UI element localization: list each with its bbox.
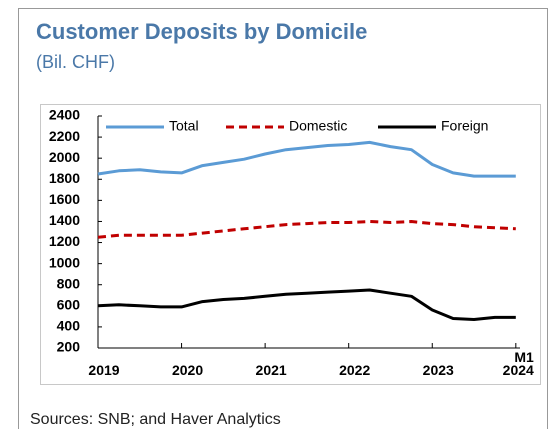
chart-subtitle: (Bil. CHF) [36, 52, 115, 72]
x-tick-label: 2019 [88, 362, 120, 378]
x-tick-label: 2020 [171, 362, 204, 378]
source-note: Sources: SNB; and Haver Analytics [30, 411, 281, 428]
y-tick-label: 1400 [49, 212, 80, 228]
y-tick-label: 400 [57, 318, 81, 334]
x-tick-label: 2022 [339, 362, 371, 378]
legend-label: Domestic [289, 118, 347, 134]
y-tick-label: 800 [57, 275, 81, 291]
chart-title: Customer Deposits by Domicile [36, 19, 367, 44]
y-tick-label: 1600 [49, 191, 80, 207]
plot-frame [40, 104, 541, 385]
y-tick-label: 1000 [49, 254, 80, 270]
y-tick-label: 2400 [49, 107, 80, 123]
y-tick-label: 200 [57, 339, 81, 355]
series-line [97, 140, 516, 178]
legend-label: Foreign [441, 118, 488, 134]
series-line [97, 220, 516, 239]
x-tick-label: 2021 [255, 362, 287, 378]
y-tick-label: 1200 [49, 233, 80, 249]
x-tick-label: 2023 [422, 362, 454, 378]
series-line [97, 288, 516, 321]
y-tick-label: 600 [57, 297, 81, 313]
legend-label: Total [169, 118, 199, 134]
y-tick-label: 1800 [49, 170, 80, 186]
y-tick-label: 2200 [49, 128, 80, 144]
x-tick-label: M1 2024 [502, 349, 534, 378]
y-tick-label: 2000 [49, 149, 80, 165]
